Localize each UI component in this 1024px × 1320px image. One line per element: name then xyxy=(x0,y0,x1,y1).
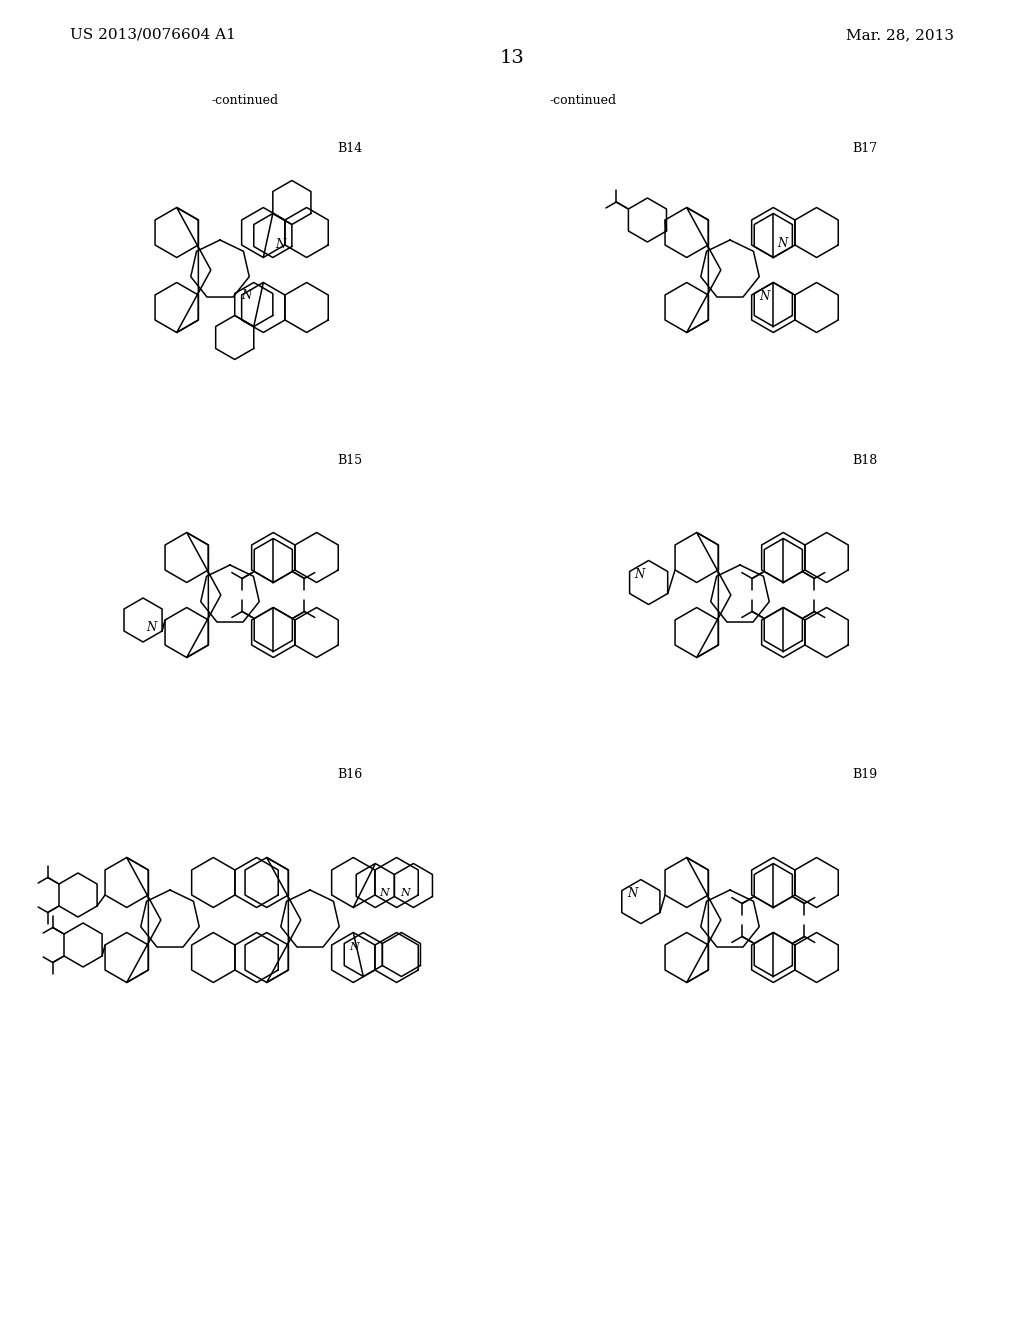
Text: B15: B15 xyxy=(337,454,362,466)
Text: N: N xyxy=(241,289,251,302)
Text: B19: B19 xyxy=(852,768,878,781)
Text: B17: B17 xyxy=(852,141,878,154)
Text: B16: B16 xyxy=(337,768,362,781)
Text: N: N xyxy=(627,887,637,900)
Text: 13: 13 xyxy=(500,49,524,67)
Text: N: N xyxy=(349,941,359,952)
Text: N: N xyxy=(760,290,770,304)
Text: N: N xyxy=(777,236,787,249)
Text: -continued: -continued xyxy=(550,94,616,107)
Text: N: N xyxy=(379,888,389,898)
Text: N: N xyxy=(635,569,645,581)
Text: N: N xyxy=(399,888,410,898)
Text: N: N xyxy=(146,622,157,634)
Text: US 2013/0076604 A1: US 2013/0076604 A1 xyxy=(70,28,236,42)
Text: B18: B18 xyxy=(852,454,878,466)
Text: N: N xyxy=(275,238,286,251)
Text: Mar. 28, 2013: Mar. 28, 2013 xyxy=(846,28,954,42)
Text: -continued: -continued xyxy=(211,94,279,107)
Text: B14: B14 xyxy=(337,141,362,154)
